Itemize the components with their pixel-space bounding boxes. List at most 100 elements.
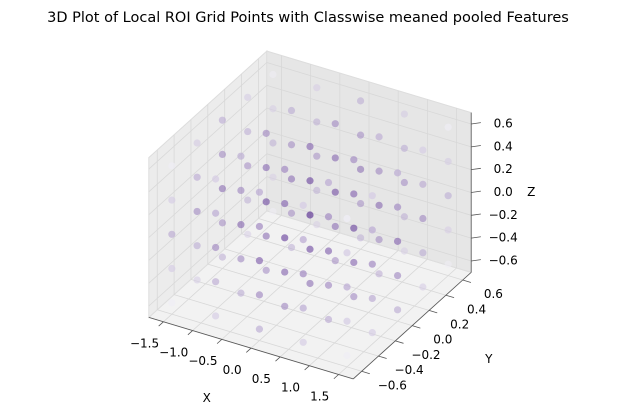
- point: [356, 199, 365, 208]
- grid-line: [241, 233, 447, 296]
- y-tick-label: 0.0: [433, 333, 452, 347]
- tick-mark: [216, 339, 223, 344]
- grid-line: [148, 107, 268, 215]
- point: [419, 214, 427, 223]
- grid-line: [148, 62, 268, 170]
- point: [393, 169, 402, 177]
- tick-mark: [158, 321, 164, 327]
- y-axis-label: Y: [484, 352, 493, 366]
- tick-mark: [428, 310, 438, 314]
- point: [306, 211, 314, 219]
- grid-line: [190, 278, 396, 342]
- point: [343, 283, 351, 291]
- point: [393, 237, 402, 245]
- point: [350, 224, 358, 232]
- point: [313, 84, 321, 92]
- point: [237, 152, 245, 160]
- point: [444, 260, 452, 268]
- point: [299, 201, 307, 209]
- point: [168, 230, 176, 238]
- point: [244, 127, 252, 136]
- tick-mark: [471, 213, 481, 216]
- point: [419, 249, 427, 257]
- point: [255, 325, 264, 333]
- point: [343, 317, 351, 325]
- grid-line: [173, 294, 379, 357]
- point: [356, 165, 365, 173]
- tick-mark: [187, 330, 193, 336]
- z-tick-label: 0.6: [494, 117, 513, 131]
- point: [212, 278, 220, 286]
- y-tick-label: −0.4: [395, 363, 424, 377]
- grid-line: [148, 199, 268, 307]
- grid-line: [207, 263, 413, 327]
- point: [331, 222, 339, 231]
- point: [313, 221, 321, 229]
- point: [299, 270, 307, 278]
- point: [324, 213, 333, 221]
- point: [193, 207, 201, 216]
- point: [350, 293, 358, 301]
- point: [212, 209, 220, 217]
- point: [299, 235, 307, 244]
- point: [356, 234, 365, 242]
- z-tick-label: 0.2: [494, 162, 513, 176]
- point: [262, 129, 270, 137]
- point: [244, 196, 252, 204]
- tick-mark: [304, 365, 310, 371]
- point: [368, 294, 376, 303]
- y-tick-label: −0.6: [378, 378, 407, 392]
- point: [255, 257, 264, 265]
- y-tick-label: −0.2: [411, 348, 440, 362]
- tick-mark: [275, 356, 281, 362]
- chart-title: 3D Plot of Local ROI Grid Points with Cl…: [47, 10, 569, 26]
- point: [218, 116, 227, 124]
- grid-line: [266, 62, 472, 125]
- tick-mark: [246, 347, 252, 353]
- point: [324, 281, 333, 289]
- point: [168, 196, 176, 204]
- point: [356, 131, 365, 139]
- grid-line: [148, 85, 268, 193]
- point: [343, 249, 351, 257]
- point: [368, 226, 376, 234]
- point: [368, 260, 376, 268]
- z-tick-label: −0.2: [489, 208, 518, 222]
- grid-line: [266, 84, 472, 148]
- point: [343, 351, 351, 360]
- point: [419, 283, 427, 291]
- point: [375, 235, 383, 244]
- point: [331, 257, 339, 265]
- point: [444, 157, 452, 166]
- point: [324, 315, 333, 324]
- point: [419, 146, 427, 154]
- x-tick-label: −1.5: [130, 337, 159, 351]
- point: [287, 141, 296, 149]
- point: [193, 173, 201, 181]
- point: [331, 120, 339, 128]
- point: [281, 165, 289, 173]
- tick-mark: [471, 122, 481, 125]
- y-tick-label: 0.4: [467, 302, 486, 316]
- point: [212, 243, 220, 252]
- point: [262, 232, 270, 240]
- point: [400, 110, 408, 118]
- point: [281, 268, 289, 276]
- y-tick-label: 0.6: [484, 287, 503, 301]
- point: [168, 264, 176, 273]
- point: [168, 299, 176, 307]
- point: [299, 338, 307, 346]
- x-tick-label: −0.5: [188, 354, 217, 368]
- point: [393, 271, 402, 280]
- z-tick-label: 0.4: [494, 139, 513, 153]
- point: [269, 207, 277, 216]
- point: [324, 247, 333, 255]
- point: [287, 175, 296, 183]
- point: [287, 243, 296, 252]
- point: [393, 203, 402, 211]
- point: [218, 219, 227, 227]
- x-tick-label: −1.0: [159, 345, 188, 359]
- point: [343, 214, 351, 223]
- point: [255, 188, 264, 196]
- tick-mark: [412, 325, 421, 329]
